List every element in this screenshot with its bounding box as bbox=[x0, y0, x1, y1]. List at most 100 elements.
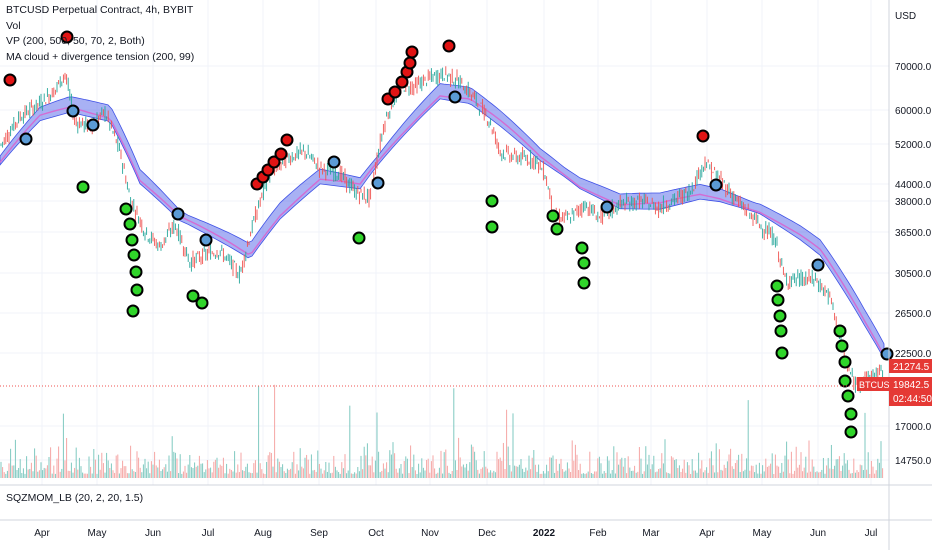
cross-signal-marker[interactable] bbox=[600, 200, 614, 214]
upper-price-tag bbox=[889, 359, 932, 373]
last-price-tag bbox=[889, 377, 932, 406]
signal-markers bbox=[3, 30, 894, 439]
sell-signal-marker[interactable] bbox=[280, 133, 294, 147]
time-tick-label: Apr bbox=[34, 528, 50, 539]
price-tick-label: 17000.0 bbox=[895, 422, 932, 433]
sell-signal-marker[interactable] bbox=[388, 85, 402, 99]
buy-signal-marker[interactable] bbox=[119, 202, 133, 216]
cross-signal-marker[interactable] bbox=[448, 90, 462, 104]
cross-signal-marker[interactable] bbox=[66, 104, 80, 118]
time-tick-label: Aug bbox=[254, 528, 272, 539]
buy-signal-marker[interactable] bbox=[130, 283, 144, 297]
grid bbox=[0, 0, 889, 485]
buy-signal-marker[interactable] bbox=[550, 222, 564, 236]
buy-signal-marker[interactable] bbox=[577, 276, 591, 290]
price-tick-label: 30500.0 bbox=[895, 269, 932, 280]
buy-signal-marker[interactable] bbox=[844, 425, 858, 439]
buy-signal-marker[interactable] bbox=[775, 346, 789, 360]
time-tick-label: Jun bbox=[145, 528, 161, 539]
legend-sqzmom[interactable]: SQZMOM_LB (20, 2, 20, 1.5) bbox=[6, 492, 144, 504]
sell-signal-marker[interactable] bbox=[3, 73, 17, 87]
price-tick-label: 36500.0 bbox=[895, 228, 932, 239]
time-tick-label: Feb bbox=[589, 528, 607, 539]
price-axis[interactable]: 70000.0 60000.0 52000.0 44000.0 38000.0 36500… bbox=[895, 62, 932, 467]
buy-signal-marker[interactable] bbox=[770, 279, 784, 293]
time-tick-label: May bbox=[88, 528, 107, 539]
time-tick-label: Apr bbox=[699, 528, 715, 539]
time-tick-label: May bbox=[753, 528, 772, 539]
cross-signal-marker[interactable] bbox=[880, 347, 894, 361]
price-tick-label: 44000.0 bbox=[895, 180, 932, 191]
cross-signal-marker[interactable] bbox=[811, 258, 825, 272]
price-tick-label: 22500.0 bbox=[895, 349, 932, 360]
buy-signal-marker[interactable] bbox=[833, 324, 847, 338]
buy-signal-marker[interactable] bbox=[195, 296, 209, 310]
price-tick-label: 52000.0 bbox=[895, 140, 932, 151]
sell-signal-marker[interactable] bbox=[60, 30, 74, 44]
time-tick-label: Mar bbox=[642, 528, 660, 539]
buy-signal-marker[interactable] bbox=[546, 209, 560, 223]
buy-signal-marker[interactable] bbox=[485, 220, 499, 234]
buy-signal-marker[interactable] bbox=[771, 293, 785, 307]
buy-signal-marker[interactable] bbox=[186, 289, 200, 303]
cross-signal-marker[interactable] bbox=[327, 155, 341, 169]
cross-signal-marker[interactable] bbox=[171, 207, 185, 221]
sell-signal-marker[interactable] bbox=[395, 75, 409, 89]
cross-signal-marker[interactable] bbox=[19, 132, 33, 146]
buy-signal-marker[interactable] bbox=[575, 241, 589, 255]
buy-signal-marker[interactable] bbox=[123, 217, 137, 231]
sell-signal-marker[interactable] bbox=[274, 147, 288, 161]
time-tick-label: 2022 bbox=[533, 528, 556, 539]
cross-signal-marker[interactable] bbox=[709, 178, 723, 192]
buy-signal-marker[interactable] bbox=[76, 180, 90, 194]
legend-volume-profile[interactable]: VP (200, 500, 50, 70, 2, Both) bbox=[6, 35, 145, 48]
buy-signal-marker[interactable] bbox=[127, 248, 141, 262]
price-tick-label: 14750.0 bbox=[895, 456, 932, 467]
buy-signal-marker[interactable] bbox=[844, 407, 858, 421]
buy-signal-marker[interactable] bbox=[835, 339, 849, 353]
sell-signal-marker[interactable] bbox=[696, 129, 710, 143]
price-axis-unit: USD bbox=[895, 11, 916, 22]
time-tick-label: Jul bbox=[202, 528, 215, 539]
cross-signal-marker[interactable] bbox=[371, 176, 385, 190]
last-price-value: 19842.5 bbox=[893, 380, 930, 391]
time-tick-label: Oct bbox=[368, 528, 384, 539]
price-tick-label: 38000.0 bbox=[895, 197, 932, 208]
volume-bars bbox=[0, 384, 884, 478]
buy-signal-marker[interactable] bbox=[485, 194, 499, 208]
price-tick-label: 26500.0 bbox=[895, 309, 932, 320]
buy-signal-marker[interactable] bbox=[838, 374, 852, 388]
buy-signal-marker[interactable] bbox=[352, 231, 366, 245]
time-tick-label: Nov bbox=[421, 528, 439, 539]
sell-signal-marker[interactable] bbox=[403, 56, 417, 70]
sell-signal-marker[interactable] bbox=[405, 45, 419, 59]
buy-signal-marker[interactable] bbox=[577, 256, 591, 270]
buy-signal-marker[interactable] bbox=[774, 324, 788, 338]
symbol-tag bbox=[857, 377, 890, 391]
price-series bbox=[0, 66, 884, 394]
price-tick-label: 60000.0 bbox=[895, 106, 932, 117]
cross-signal-marker[interactable] bbox=[199, 233, 213, 247]
legend-volume[interactable]: Vol bbox=[6, 19, 21, 32]
time-tick-label: Sep bbox=[310, 528, 328, 539]
time-axis[interactable]: Apr May Jun Jul Aug Sep Oct Nov Dec 2022 Feb Mar Apr… bbox=[34, 528, 877, 539]
buy-signal-marker[interactable] bbox=[773, 309, 787, 323]
symbol-tag-label: BTCUSD bbox=[859, 380, 897, 390]
sell-signal-marker[interactable] bbox=[442, 39, 456, 53]
bar-countdown: 02:44:50 bbox=[893, 394, 932, 405]
buy-signal-marker[interactable] bbox=[126, 304, 140, 318]
time-tick-label: Jun bbox=[810, 528, 826, 539]
legend-ma-cloud[interactable]: MA cloud + divergence tension (200, 99) bbox=[6, 50, 195, 63]
chart-legend: BTCUSD Perpetual Contract, 4h, BYBIT Vol… bbox=[6, 3, 194, 65]
sell-signal-marker[interactable] bbox=[267, 155, 281, 169]
cross-signal-marker[interactable] bbox=[86, 118, 100, 132]
legend-symbol[interactable]: BTCUSD Perpetual Contract, 4h, BYBIT bbox=[6, 4, 194, 16]
buy-signal-marker[interactable] bbox=[838, 355, 852, 369]
upper-price-value: 21274.5 bbox=[893, 362, 930, 373]
buy-signal-marker[interactable] bbox=[841, 389, 855, 403]
ma-fast-line bbox=[0, 95, 885, 356]
buy-signal-marker[interactable] bbox=[125, 233, 139, 247]
buy-signal-marker[interactable] bbox=[129, 265, 143, 279]
time-tick-label: Dec bbox=[478, 528, 496, 539]
